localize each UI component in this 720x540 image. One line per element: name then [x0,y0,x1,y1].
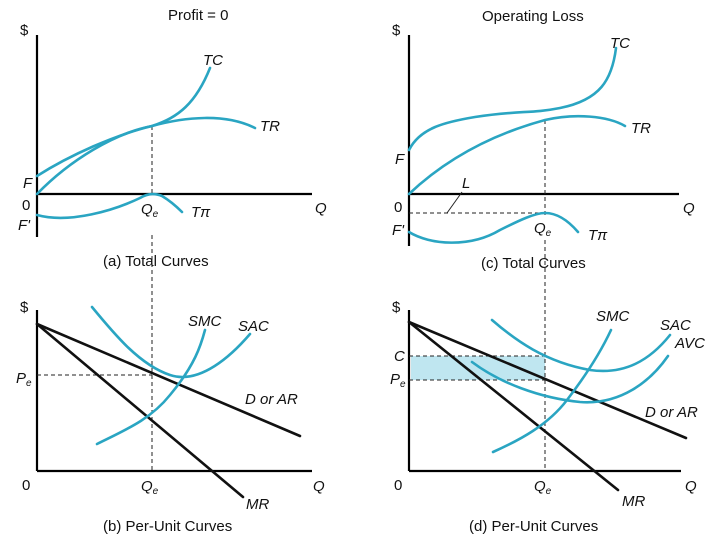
panel-c-l-label: L [462,175,470,192]
panel-d-mr-label: MR [622,493,645,510]
panel-a-tr-label: TR [260,118,280,135]
panel-c-l-pointer [446,191,463,214]
panel-a-dollar-label: $ [20,22,29,39]
panel-a-qe-label: Qe [141,201,159,220]
panel-d-q-label: Q [685,478,697,495]
tr-curve [35,116,257,196]
panel-d-smc-label: SMC [596,308,630,325]
caption-d: (d) Per-Unit Curves [469,518,598,535]
panel-d-qe-label: Qe [534,478,552,497]
avc-curve [470,354,670,404]
panel-d: $ C Pe 0 Q Qe SMC SAC AVC D or AR MR (d)… [390,240,705,535]
sac-curve [90,305,252,379]
demand-ar-line [35,322,302,438]
panel-d-pe-label: Pe [390,371,406,390]
panel-c-f-label: F [395,151,405,168]
panel-b-pe-label: Pe [16,370,32,389]
mr-line [35,322,245,499]
panel-c-t-pi-label: Tπ [588,227,608,244]
panel-b-mr-label: MR [246,496,269,513]
demand-ar-line [407,320,688,440]
panel-c-tc-label: TC [610,35,630,52]
caption-c: (c) Total Curves [481,255,586,272]
title-right: Operating Loss [482,8,584,25]
caption-a: (a) Total Curves [103,253,209,270]
panel-d-dollar-label: $ [392,299,401,316]
panel-a-q-label: Q [315,200,327,217]
panel-d-d-or-ar-label: D or AR [645,404,698,421]
panel-c: $ F 0 F' L Q Qe Tπ TC TR (c) Total Curve… [392,22,695,272]
panel-c-zero-label: 0 [394,199,402,216]
panel-a-f-label: F [23,175,33,192]
panel-b-smc-label: SMC [188,313,222,330]
tc-curve [407,46,618,152]
panel-a-t-pi-label: Tπ [191,204,211,221]
t-pi-curve [35,192,184,220]
title-left: Profit = 0 [168,7,228,24]
panel-d-avc-label: AVC [674,335,705,352]
panel-b-sac-label: SAC [238,318,269,335]
panel-b-d-or-ar-label: D or AR [245,391,298,408]
sac-curve [490,318,672,373]
panel-b-dollar-label: $ [20,299,29,316]
panel-c-q-label: Q [683,200,695,217]
panel-b: $ Pe 0 Q Qe SMC SAC D or AR MR (b) Per-U… [16,235,325,535]
panel-d-sac-label: SAC [660,317,691,334]
panel-a-zero-label: 0 [22,197,30,214]
panel-c-dollar-label: $ [392,22,401,39]
panel-c-qe-label: Qe [534,220,552,239]
mr-line [407,320,620,492]
panel-c-tr-label: TR [631,120,651,137]
smc-curve [95,328,207,446]
panel-b-qe-label: Qe [141,478,159,497]
panel-c-f-prime-label: F' [392,222,405,239]
tr-curve [407,114,627,196]
caption-b: (b) Per-Unit Curves [103,518,232,535]
t-pi-curve [407,211,580,244]
panel-a-f-prime-label: F' [18,217,31,234]
smc-curve [491,328,613,454]
panel-d-c-label: C [394,348,405,365]
panel-b-zero-label: 0 [22,477,30,494]
panel-d-zero-label: 0 [394,477,402,494]
tc-curve [35,66,212,178]
panel-a: $ F 0 F' Q Qe Tπ TC TR (a) Total Curves [18,22,327,270]
panel-b-q-label: Q [313,478,325,495]
panel-a-tc-label: TC [203,52,223,69]
